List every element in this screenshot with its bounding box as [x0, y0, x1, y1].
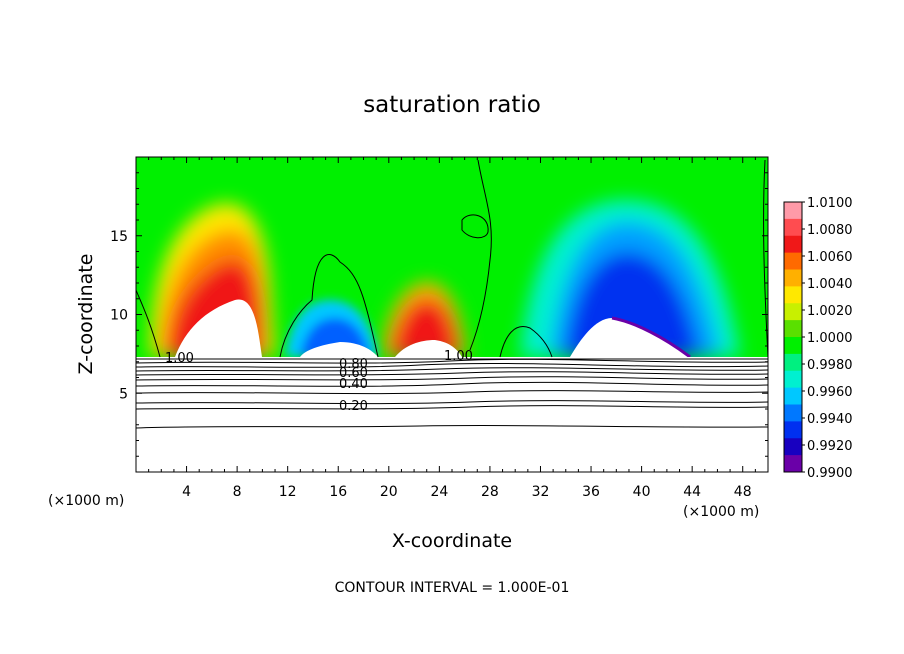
- x-axis-unit-right: (×1000 m): [683, 504, 759, 520]
- y-axis-label: Z-coordinate: [75, 254, 97, 375]
- colorbar-swatch: [784, 218, 802, 237]
- contour-label-3: 0.80: [339, 357, 368, 372]
- colorbar-swatch: [784, 387, 802, 405]
- colorbar-swatch: [784, 320, 802, 338]
- y-tick-label: 15: [110, 229, 128, 245]
- contour-lines: [135, 159, 769, 429]
- colorbar-swatch: [784, 286, 802, 304]
- x-tick-label: 28: [481, 484, 499, 500]
- y-axis: 5 10 15: [110, 172, 768, 457]
- colorbar-label: 1.0100: [807, 196, 853, 211]
- colorbar-label: 1.0020: [807, 304, 853, 319]
- x-tick-label: 40: [633, 484, 651, 500]
- saturation-field: [136, 157, 768, 357]
- contour-label-2: 1.00: [444, 349, 473, 364]
- colorbar-swatch: [784, 202, 802, 220]
- x-tick-label: 20: [380, 484, 398, 500]
- colorbar-swatch: [784, 337, 802, 355]
- colorbar: 1.0100 1.0080 1.0060 1.0040 1.0020 1.0000 0.99…: [783, 196, 853, 481]
- contour-label-4: 0.60: [339, 366, 368, 381]
- contour-label-1: 1.00: [165, 351, 194, 366]
- colorbar-swatch: [784, 404, 802, 422]
- contour-interval-footer: CONTOUR INTERVAL = 1.000E-01: [335, 580, 570, 596]
- colorbar-swatch: [784, 438, 802, 456]
- chart-title: saturation ratio: [363, 92, 541, 118]
- x-tick-label: 4: [182, 484, 191, 500]
- x-tick-label: 32: [532, 484, 550, 500]
- x-tick-label: 44: [683, 484, 701, 500]
- x-tick-label: 36: [582, 484, 600, 500]
- colorbar-label: 1.0080: [807, 223, 853, 238]
- colorbar-swatch: [784, 269, 802, 287]
- colorbar-label: 0.9980: [807, 358, 853, 373]
- colorbar-swatch: [784, 252, 802, 270]
- colorbar-label: 0.9940: [807, 412, 853, 427]
- x-axis-label: X-coordinate: [392, 530, 512, 552]
- x-tick-label: 12: [279, 484, 297, 500]
- x-axis: 4 8 12 16 20 24 28 32 36 40 44 48: [148, 157, 756, 500]
- x-tick-label: 8: [233, 484, 242, 500]
- colorbar-swatch: [784, 370, 802, 389]
- x-tick-label: 16: [329, 484, 347, 500]
- y-tick-label: 5: [119, 386, 128, 402]
- colorbar-label: 1.0000: [807, 331, 853, 346]
- colorbar-swatch: [784, 303, 802, 321]
- colorbar-label: 1.0040: [807, 277, 853, 292]
- colorbar-label: 1.0060: [807, 250, 853, 265]
- colorbar-label: 0.9900: [807, 466, 853, 481]
- x-tick-label: 24: [430, 484, 448, 500]
- colorbar-swatch: [784, 235, 802, 254]
- x-axis-unit-left: (×1000 m): [48, 493, 124, 509]
- colorbar-swatch: [784, 353, 802, 372]
- colorbar-label: 0.9960: [807, 385, 853, 400]
- colorbar-swatch: [784, 455, 802, 473]
- contour-label-5: 0.40: [339, 377, 368, 392]
- colorbar-label: 0.9920: [807, 439, 853, 454]
- x-tick-label: 48: [734, 484, 752, 500]
- colorbar-swatch: [784, 421, 802, 439]
- y-tick-label: 10: [110, 308, 128, 324]
- contour-label-6: 0.20: [339, 399, 368, 414]
